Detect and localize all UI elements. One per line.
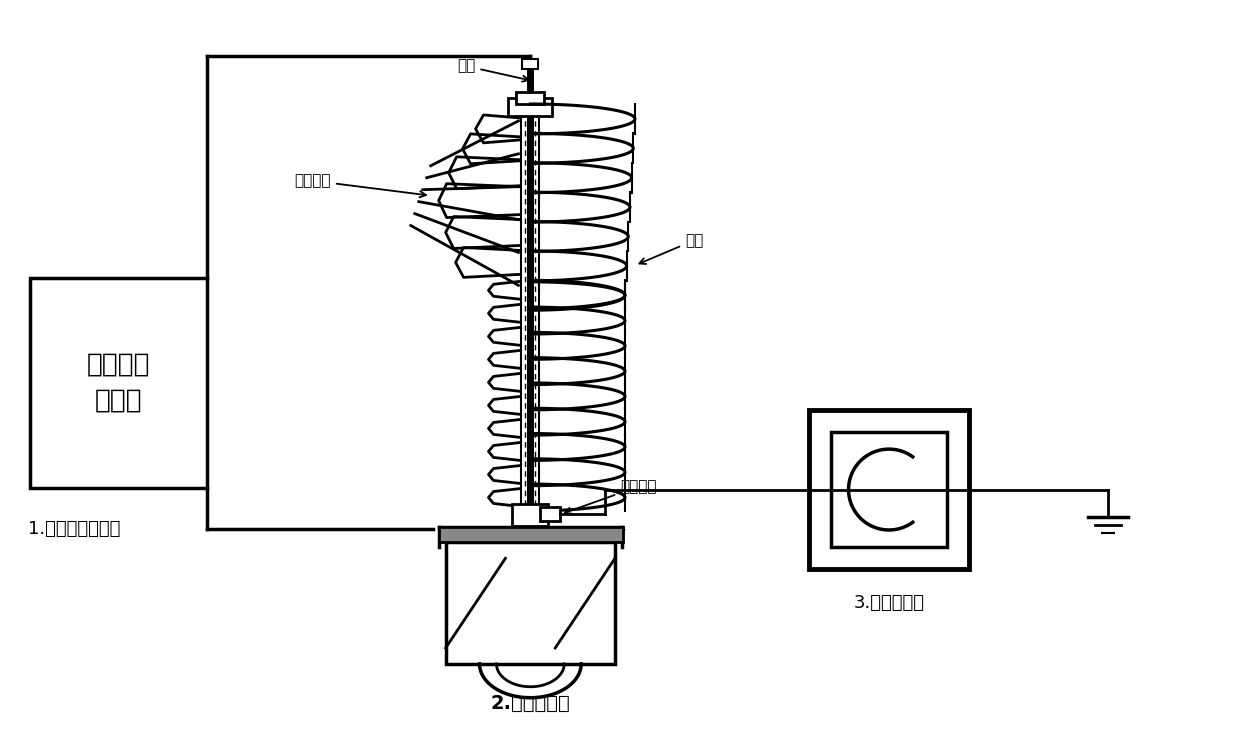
Text: 导杆: 导杆 [457, 58, 529, 82]
Text: 冲击电压
发生器: 冲击电压 发生器 [87, 352, 150, 414]
Bar [517, 92, 544, 104]
Bar [513, 505, 549, 526]
Bar [508, 98, 553, 116]
Bar [439, 528, 623, 542]
Bar [809, 410, 969, 569]
Text: 电容铝板: 电容铝板 [295, 173, 426, 197]
Bar [540, 508, 560, 522]
Bar [523, 59, 538, 69]
Bar [446, 542, 615, 664]
Bar [30, 278, 207, 488]
Text: 1.冲击电压发生器: 1.冲击电压发生器 [28, 520, 120, 539]
Text: 3.电流传感器: 3.电流传感器 [854, 594, 924, 612]
Text: 末屏抽头: 末屏抽头 [565, 479, 657, 514]
Text: 2.变压器套管: 2.变压器套管 [491, 694, 570, 713]
Bar [831, 432, 947, 548]
Text: 瓷套: 瓷套 [639, 233, 703, 264]
